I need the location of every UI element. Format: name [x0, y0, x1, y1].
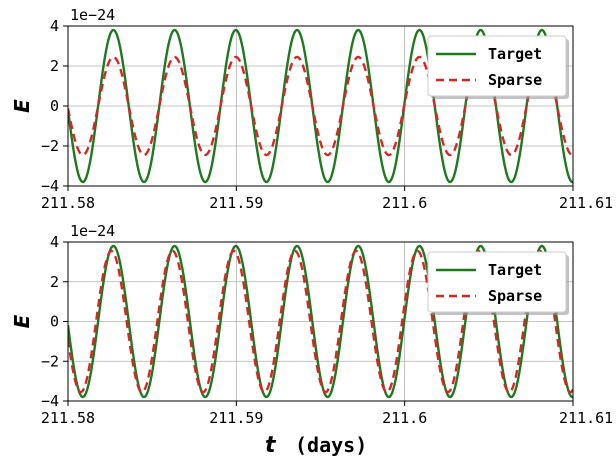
- y-tick-label: −2: [41, 137, 59, 155]
- legend-label-sparse: Sparse: [488, 71, 542, 89]
- x-tick-label: 211.59: [209, 194, 263, 212]
- x-tick-label: 211.58: [41, 409, 95, 427]
- y-tick-label: 0: [50, 97, 59, 115]
- y-tick-label: −2: [41, 352, 59, 370]
- legend-label-sparse: Sparse: [488, 287, 542, 305]
- x-axis-label-variable: t: [265, 433, 277, 458]
- x-tick-label: 211.6: [382, 194, 427, 212]
- x-tick-label: 211.58: [41, 194, 95, 212]
- legend: Target Sparse: [427, 35, 569, 99]
- legend-label-target: Target: [488, 45, 542, 63]
- x-tick-label: 211.59: [209, 409, 263, 427]
- y-offset-text: 1e−24: [70, 6, 115, 24]
- x-tick-label: 211.6: [382, 409, 427, 427]
- y-tick-label: −4: [41, 392, 59, 410]
- y-tick-label: 2: [50, 273, 59, 291]
- x-tick-label: 211.61: [559, 194, 613, 212]
- y-tick-label: −4: [41, 177, 59, 195]
- x-axis-label-unit: (days): [295, 433, 367, 457]
- x-tick-label: 211.61: [559, 409, 613, 427]
- y-tick-label: 2: [50, 57, 59, 75]
- legend: Target Sparse: [427, 251, 569, 315]
- y-axis-label: E: [10, 314, 34, 328]
- legend-label-target: Target: [488, 261, 542, 279]
- bottom-panel: 211.58 211.59 211.6 211.61 4 2 0 −2 −4 1e−24 E Targ…: [10, 222, 613, 427]
- y-axis-label: E: [10, 99, 34, 113]
- top-panel: 211.58 211.59 211.6 211.61 4 2 0 −2 −4 1e−24 E Targ…: [10, 6, 613, 212]
- y-tick-label: 4: [50, 17, 59, 35]
- y-tick-label: 4: [50, 233, 59, 251]
- y-tick-label: 0: [50, 313, 59, 331]
- y-offset-text: 1e−24: [70, 222, 115, 240]
